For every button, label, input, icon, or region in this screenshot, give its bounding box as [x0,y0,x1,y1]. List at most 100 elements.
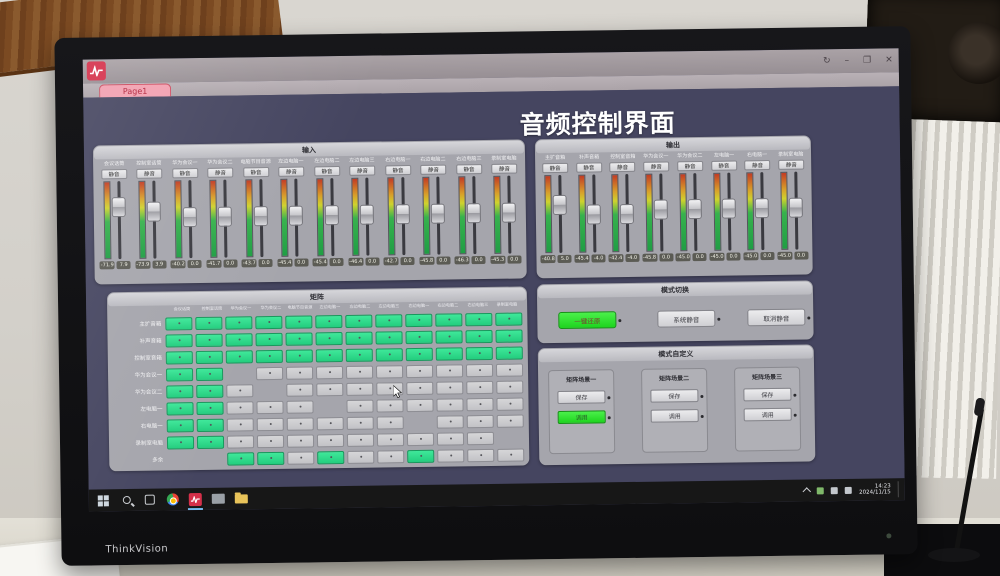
fader-handle[interactable] [620,203,635,225]
matrix-cell-r2-c12[interactable] [495,328,523,343]
fader-handle[interactable] [552,194,567,216]
matrix-cell-r1-c12[interactable] [495,311,523,326]
fader[interactable] [711,172,738,251]
mute-button[interactable]: 静音 [136,168,163,179]
tray-expand-icon[interactable] [802,487,812,496]
close-icon[interactable]: ✕ [885,55,893,66]
fader[interactable] [350,177,377,256]
fader-handle[interactable] [146,201,162,222]
fader[interactable] [172,180,199,259]
matrix-cell-r3-c8[interactable] [375,347,403,362]
matrix-cell-r6-c7[interactable] [346,399,374,413]
show-desktop-button[interactable] [897,481,901,498]
audio-app-icon[interactable] [187,492,203,510]
file-explorer-icon[interactable] [234,492,248,505]
mode-button-1[interactable]: 一键还原 [558,311,622,329]
matrix-cell-r3-c12[interactable] [495,345,523,360]
matrix-cell-r2-c1[interactable] [165,333,193,347]
matrix-cell-r6-c12[interactable] [496,396,524,411]
fader-handle[interactable] [788,197,804,218]
matrix-cell-r1-c1[interactable] [165,316,193,330]
matrix-cell-r4-c6[interactable] [315,365,344,379]
mute-button[interactable]: 静音 [278,166,305,177]
mute-button[interactable]: 静音 [643,161,670,172]
matrix-cell-r1-c3[interactable] [225,315,253,330]
matrix-cell-r4-c9[interactable] [405,364,434,378]
fader[interactable] [610,173,637,253]
task-view-icon[interactable] [143,493,156,506]
matrix-cell-r4-c12[interactable] [495,362,524,377]
refresh-icon[interactable]: ↻ [823,56,831,67]
matrix-cell-r9-c12[interactable] [497,447,525,462]
matrix-cell-r8-c7[interactable] [346,433,375,447]
fader[interactable] [542,174,569,254]
matrix-cell-r3-c6[interactable] [315,348,343,362]
matrix-cell-r6-c11[interactable] [466,397,494,411]
fader-handle[interactable] [253,206,268,227]
tab-page1[interactable]: Page1 [99,83,172,98]
scene-save-button[interactable]: 保存 [743,387,797,402]
mute-button[interactable]: 静音 [542,162,569,174]
mute-button[interactable]: 静音 [384,165,412,176]
matrix-cell-r7-c8[interactable] [376,415,404,430]
matrix-cell-r9-c4[interactable] [257,451,285,465]
fader[interactable] [101,181,128,260]
fader[interactable] [576,174,603,253]
matrix-cell-r5-c12[interactable] [496,379,524,394]
mute-button[interactable]: 静音 [242,167,270,178]
fader-handle[interactable] [359,204,375,225]
matrix-cell-r2-c11[interactable] [465,329,493,343]
matrix-cell-r8-c3[interactable] [226,434,255,449]
matrix-cell-r2-c6[interactable] [315,331,343,345]
fader-handle[interactable] [182,207,197,228]
matrix-cell-r6-c1[interactable] [166,401,194,415]
matrix-cell-r5-c2[interactable] [196,384,224,398]
scene-recall-button[interactable]: 调用 [650,409,704,423]
fader-handle[interactable] [217,206,233,227]
matrix-cell-r2-c9[interactable] [405,330,433,344]
fader[interactable] [778,171,805,250]
fader[interactable] [643,173,670,252]
matrix-cell-r5-c9[interactable] [406,381,434,395]
scene-recall-button[interactable]: 调用 [557,410,611,425]
matrix-cell-r3-c9[interactable] [405,347,433,361]
fader[interactable] [243,179,270,258]
matrix-cell-r4-c7[interactable] [345,365,374,379]
matrix-cell-r6-c2[interactable] [196,401,224,415]
tray-icon-2[interactable] [830,486,839,494]
matrix-cell-r3-c2[interactable] [195,350,223,364]
start-button[interactable] [97,494,110,507]
matrix-cell-r4-c5[interactable] [285,365,314,380]
fader[interactable] [137,180,164,259]
matrix-cell-r7-c3[interactable] [226,417,254,432]
fader-handle[interactable] [586,204,601,225]
restore-icon[interactable]: ❐ [863,55,872,66]
matrix-cell-r9-c8[interactable] [377,449,405,464]
matrix-cell-r8-c8[interactable] [376,432,405,447]
fader-handle[interactable] [430,203,446,224]
matrix-cell-r1-c10[interactable] [435,312,463,327]
fader[interactable] [492,175,519,254]
fader[interactable] [421,176,448,255]
matrix-cell-r4-c10[interactable] [435,363,464,378]
matrix-cell-r7-c6[interactable] [316,416,344,430]
matrix-cell-r1-c6[interactable] [315,314,343,328]
matrix-cell-r1-c8[interactable] [375,313,403,328]
matrix-cell-r9-c11[interactable] [467,448,495,462]
fader-handle[interactable] [653,199,669,220]
matrix-cell-r1-c11[interactable] [465,312,493,326]
scene-save-button[interactable]: 保存 [650,389,704,403]
matrix-cell-r3-c10[interactable] [435,346,463,361]
fader[interactable] [314,178,341,257]
matrix-cell-r3-c5[interactable] [285,348,313,363]
matrix-cell-r6-c10[interactable] [436,397,464,412]
fader-handle[interactable] [721,198,736,219]
mute-button[interactable]: 静音 [575,162,602,173]
matrix-cell-r4-c8[interactable] [375,364,404,379]
mute-button[interactable]: 静音 [420,164,447,175]
search-icon[interactable] [120,493,133,506]
matrix-cell-r4-c4[interactable] [255,366,284,380]
matrix-cell-r7-c1[interactable] [166,418,194,432]
mute-button[interactable]: 静音 [100,169,128,180]
fader[interactable] [677,173,704,252]
